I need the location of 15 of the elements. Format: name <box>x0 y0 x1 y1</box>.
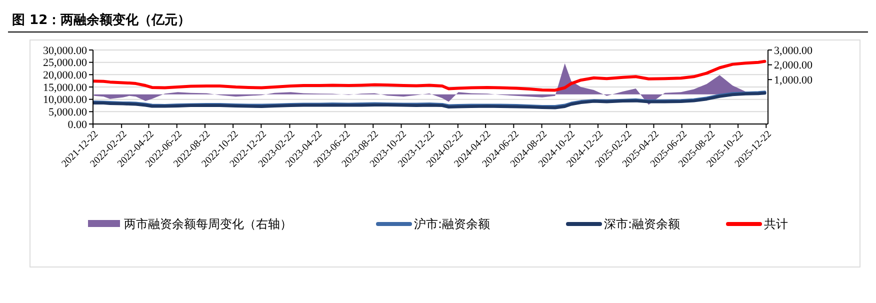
legend-label: 共计 <box>764 217 788 232</box>
y-tick-label: 15,000.00 <box>43 82 88 94</box>
legend-label: 两市融资余额每周变化（右轴） <box>124 217 292 232</box>
y-tick-label: 0.00 <box>68 118 88 131</box>
y-tick-label: 10,000.00 <box>43 94 88 106</box>
y-tick-label: 25,000.00 <box>43 57 88 70</box>
y-tick-label: 20,000.00 <box>43 70 88 82</box>
y-tick-label: 5,000.00 <box>48 106 88 119</box>
y2-tick-label: 2,000.00 <box>774 60 813 72</box>
legend-label: 沪市:融资余额 <box>414 217 490 232</box>
legend-label: 深市:融资余额 <box>604 217 680 232</box>
chart-title: 图 12：两融余额变化（亿元） <box>12 12 191 28</box>
y2-tick-label: 1,000.00 <box>774 74 813 86</box>
y2-tick-label: 3,000.00 <box>774 44 813 57</box>
y-tick-label: 30,000.00 <box>43 44 88 57</box>
